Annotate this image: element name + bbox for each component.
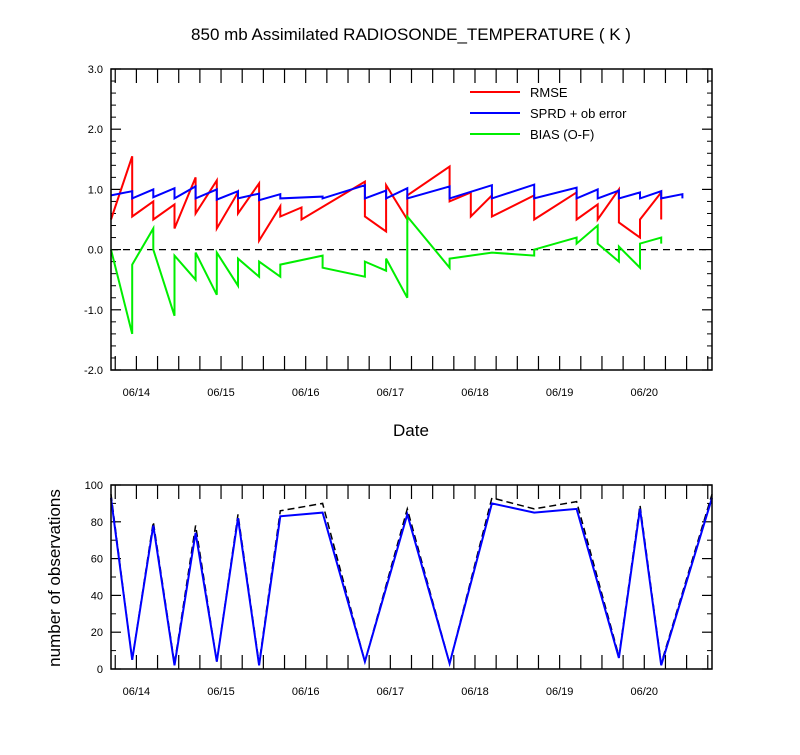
series-line-assimilated bbox=[110, 497, 713, 668]
x-tick-label: 06/17 bbox=[377, 387, 405, 399]
plot-frame bbox=[110, 68, 713, 371]
series-line-sprd-ob-error bbox=[110, 183, 684, 202]
series-line-rmse bbox=[110, 155, 663, 245]
y-tick-label: 3.0 bbox=[88, 64, 103, 76]
y-tick-label: 100 bbox=[85, 480, 103, 492]
x-tick-label: 06/14 bbox=[123, 387, 151, 399]
y-tick-label: 20 bbox=[91, 627, 103, 639]
x-tick-label: 06/16 bbox=[292, 387, 320, 399]
y-tick-label: 2.0 bbox=[88, 124, 103, 136]
legend-label: RMSE bbox=[530, 85, 568, 100]
y-tick-label: 60 bbox=[91, 554, 103, 566]
plot-frame bbox=[110, 484, 713, 670]
legend-label: BIAS (O-F) bbox=[530, 127, 594, 142]
chart-title: 850 mb Assimilated RADIOSONDE_TEMPERATUR… bbox=[191, 25, 631, 44]
top-plot-area: -2.0 -1.0 0.0 1.0 2.0 3.0 06/14 06/15 06/16 06/17… bbox=[84, 64, 713, 399]
y-tick-label: 0.0 bbox=[88, 245, 103, 257]
legend-label: SPRD + ob error bbox=[530, 106, 627, 121]
y-tick-label: -1.0 bbox=[84, 305, 103, 317]
x-tick-label: 06/18 bbox=[461, 686, 489, 698]
y-tick-label: 80 bbox=[91, 517, 103, 529]
bottom-plot-area: 0 20 40 60 80 100 06/14 06/15 06/16 06/17 06/18 06/… bbox=[85, 480, 713, 698]
x-tick-label: 06/20 bbox=[631, 686, 659, 698]
x-axis-title: Date bbox=[393, 421, 429, 440]
x-tick-label: 06/20 bbox=[631, 387, 659, 399]
x-tick-label: 06/15 bbox=[207, 686, 235, 698]
series-line-bias-o-f bbox=[110, 213, 663, 335]
x-tick-label: 06/17 bbox=[377, 686, 405, 698]
y-tick-label: 40 bbox=[91, 590, 103, 602]
x-tick-label: 06/16 bbox=[292, 686, 320, 698]
y-tick-label: -2.0 bbox=[84, 365, 103, 377]
y-axis-title: number of observations bbox=[45, 489, 64, 667]
x-tick-label: 06/19 bbox=[546, 387, 574, 399]
y-tick-label: 0 bbox=[97, 664, 103, 676]
y-tick-label: 1.0 bbox=[88, 184, 103, 196]
x-tick-label: 06/15 bbox=[207, 387, 235, 399]
x-tick-label: 06/14 bbox=[123, 686, 151, 698]
x-tick-label: 06/19 bbox=[546, 686, 574, 698]
x-tick-label: 06/18 bbox=[461, 387, 489, 399]
